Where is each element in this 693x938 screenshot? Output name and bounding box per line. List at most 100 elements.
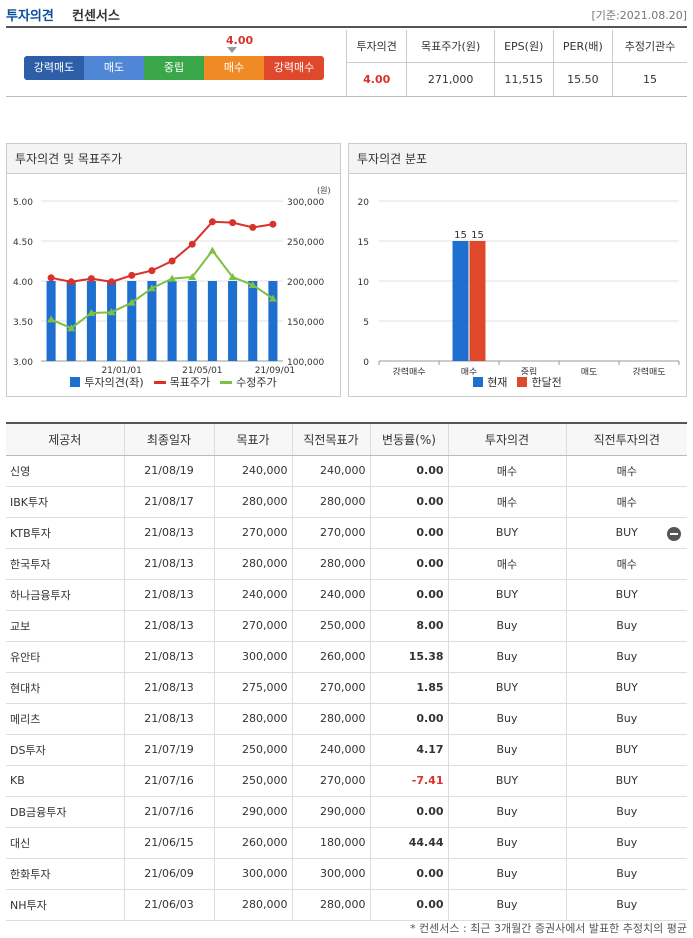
table-row: DB금융투자 21/07/16 290,000 290,000 0.00 Buy Buy: [6, 796, 687, 828]
opinion-distribution-panel: 투자의견 분포 20 15 10 5 0 강력매수 매수 15 15 중립 매도 강력매도 현재 한달전: [348, 143, 687, 397]
cell-text: Buy: [616, 836, 638, 849]
summary-header: 목표주가(원): [406, 30, 495, 63]
opinion-cell: BUY: [447, 517, 566, 549]
cell-text: 21/07/19: [144, 743, 194, 756]
cell-text: 유안타: [10, 650, 41, 664]
date-cell: 21/08/13: [123, 579, 214, 611]
cell-text: 매수: [616, 464, 637, 478]
cell-text: 240,000: [320, 743, 366, 756]
section-subtitle: 컨센서스: [72, 9, 120, 24]
target-price-point: [148, 267, 156, 275]
cell-text: 240,000: [320, 464, 366, 477]
scale-item: 중립: [144, 56, 204, 80]
target-price-cell: 290,000: [213, 796, 292, 828]
column-header: 최종일자: [123, 422, 214, 456]
target-price-cell: 250,000: [213, 765, 292, 797]
prev-target-price-cell: 260,000: [291, 641, 370, 673]
change-rate-cell: 0.00: [369, 455, 448, 487]
cell-text: 270,000: [242, 526, 288, 539]
distribution-bar: [469, 241, 486, 361]
cell-text: BUY: [495, 681, 519, 694]
y-left-tick: 4.00: [13, 278, 33, 288]
section-header: 투자의견 컨센서스 [기준:2021.08.20]: [6, 0, 687, 28]
adjusted-price-point: [47, 315, 56, 323]
legend-label: 현재: [487, 376, 508, 389]
provider-cell: KTB투자: [6, 517, 124, 549]
opinion-bar: [127, 281, 137, 361]
column-header: 변동률(%): [369, 422, 448, 456]
y-right-unit: (원): [317, 186, 331, 195]
cell-text: 240,000: [320, 588, 366, 601]
target-price-cell: 300,000: [213, 858, 292, 890]
cell-text: 메리츠: [10, 712, 41, 726]
change-rate-cell: 0.00: [369, 517, 448, 549]
legend-item: 수정주가: [220, 374, 277, 390]
target-price-point: [208, 218, 216, 226]
opinion-marker-icon: [227, 47, 237, 53]
cell-text: 1.85: [416, 681, 444, 694]
x-tick: 강력매수: [392, 366, 425, 375]
provider-cell: KB: [6, 765, 124, 797]
prev-opinion-cell: BUY: [565, 517, 687, 549]
cell-text: 280,000: [320, 557, 366, 570]
provider-cell: DB금융투자: [6, 796, 124, 828]
change-rate-cell: 0.00: [369, 858, 448, 890]
prev-target-price-cell: 270,000: [291, 517, 370, 549]
prev-target-price-cell: 280,000: [291, 889, 370, 921]
cell-text: 290,000: [242, 805, 288, 818]
cell-text: 300,000: [320, 867, 366, 880]
bar-swatch-icon: [517, 377, 528, 387]
opinion-cell: Buy: [447, 827, 566, 859]
cell-text: BUY: [615, 588, 638, 601]
prev-opinion-cell: Buy: [565, 610, 687, 642]
cell-text: BUY: [615, 526, 638, 539]
cell-text: 300,000: [242, 867, 288, 880]
summary-header: 투자의견: [345, 30, 407, 63]
y-tick: 20: [358, 198, 370, 208]
prev-opinion-cell: 매수: [565, 486, 687, 518]
change-rate-cell: 1.85: [369, 672, 448, 704]
y-right-tick: 250,000: [287, 238, 324, 248]
cell-text: BUY: [615, 743, 638, 756]
cell-text: -7.41: [411, 774, 444, 787]
opinion-bar: [207, 281, 217, 361]
cell-text: Buy: [496, 867, 518, 880]
change-rate-cell: 0.00: [369, 796, 448, 828]
cell-text: 280,000: [320, 712, 366, 725]
change-rate-cell: 0.00: [369, 486, 448, 518]
table-row: 유안타 21/08/13 300,000 260,000 15.38 Buy Buy: [6, 641, 687, 673]
prev-target-price-cell: 270,000: [291, 672, 370, 704]
target-price-point: [128, 271, 136, 279]
opinion-cell: Buy: [447, 796, 566, 828]
cell-text: 250,000: [242, 774, 288, 787]
cell-text: IBK투자: [10, 495, 49, 509]
consensus-summary: 4.00 강력매도 매도 중립 매수 강력매수 투자의견 목표주가(원) EPS(원) PER…: [6, 30, 687, 97]
provider-cell: 한화투자: [6, 858, 124, 890]
collapse-minus-icon[interactable]: [667, 526, 681, 541]
prev-opinion-cell: Buy: [565, 858, 687, 890]
adjusted-price-point: [127, 298, 136, 306]
date-cell: 21/08/13: [123, 703, 214, 735]
y-tick: 15: [358, 238, 369, 248]
date-cell: 21/08/13: [123, 548, 214, 580]
legend-label: 목표주가: [169, 376, 211, 389]
provider-cell: IBK투자: [6, 486, 124, 518]
cell-text: 21/07/16: [144, 805, 194, 818]
y-tick: 10: [358, 278, 370, 288]
cell-text: NH투자: [10, 898, 47, 912]
cell-text: 21/08/13: [144, 557, 194, 570]
cell-text: 21/08/19: [144, 464, 194, 477]
change-rate-cell: 0.00: [369, 548, 448, 580]
cell-text: 0.00: [416, 557, 444, 570]
change-rate-cell: 15.38: [369, 641, 448, 673]
cell-text: 21/07/16: [144, 774, 194, 787]
cell-text: 0.00: [416, 898, 444, 911]
prev-target-price-cell: 280,000: [291, 703, 370, 735]
adjusted-price-point: [168, 274, 177, 282]
cell-text: 21/06/03: [144, 898, 194, 911]
table-row: IBK투자 21/08/17 280,000 280,000 0.00 매수 매수: [6, 486, 687, 518]
legend-item: 목표주가: [153, 374, 211, 390]
cell-text: 21/08/17: [144, 495, 194, 508]
cell-text: Buy: [616, 650, 638, 663]
summary-value: 15.50: [552, 62, 613, 97]
